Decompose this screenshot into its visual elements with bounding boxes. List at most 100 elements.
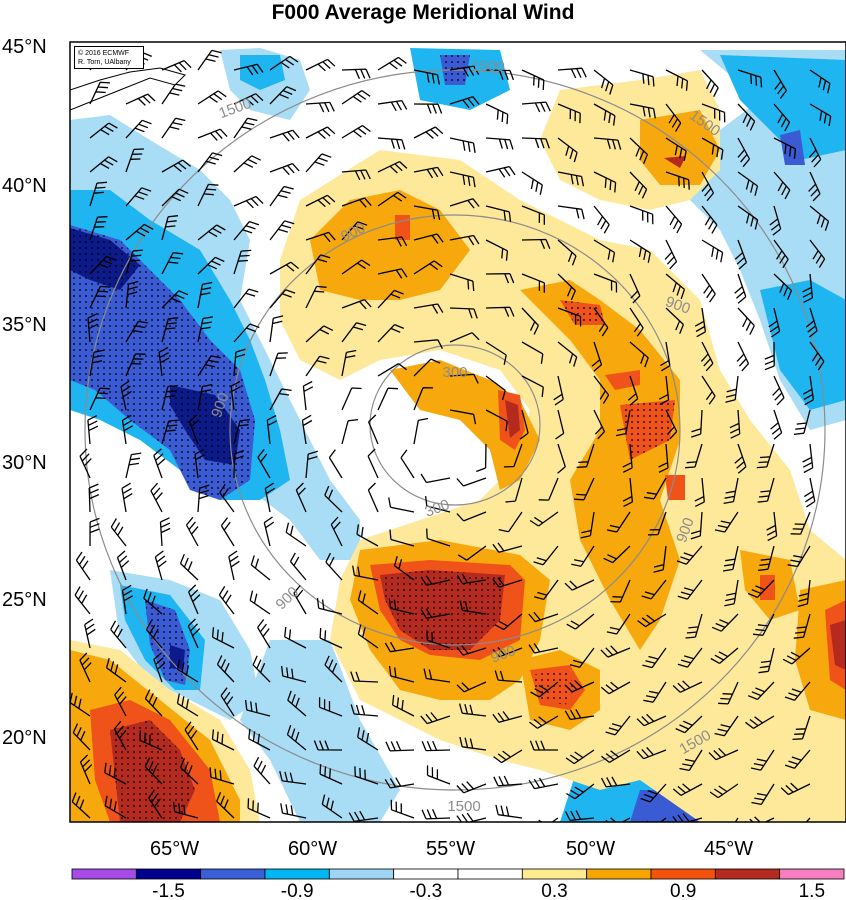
wind-barb bbox=[553, 375, 564, 406]
wind-barb bbox=[557, 443, 566, 474]
wind-barb bbox=[576, 443, 595, 469]
wind-barb bbox=[521, 375, 544, 398]
wind-barb bbox=[161, 317, 179, 343]
wind-barb bbox=[161, 188, 189, 207]
wind-barb bbox=[197, 90, 227, 105]
wind-barb bbox=[729, 409, 741, 439]
wind-barb bbox=[305, 194, 336, 208]
lon-label-55: 55°W bbox=[426, 838, 476, 860]
colorbar-label: 0.9 bbox=[670, 881, 696, 900]
wind-barb bbox=[736, 341, 750, 372]
wind-barb bbox=[388, 665, 415, 683]
wind-barb bbox=[593, 171, 617, 193]
wind-barb bbox=[324, 485, 343, 513]
wind-barb bbox=[745, 715, 775, 729]
wind-barb bbox=[150, 482, 163, 513]
wind-barb bbox=[809, 239, 826, 268]
wind-barb bbox=[665, 103, 682, 132]
wind-barb bbox=[637, 613, 667, 628]
wind-barb bbox=[770, 409, 783, 440]
wind-barb bbox=[280, 666, 307, 683]
wind-barb bbox=[603, 545, 631, 564]
lat-label-25: 25°N bbox=[2, 589, 47, 611]
wind-barb bbox=[89, 255, 116, 275]
wind-barb bbox=[89, 122, 118, 139]
wind-barb bbox=[89, 156, 118, 173]
wind-barb bbox=[377, 161, 408, 174]
wind-barb bbox=[233, 220, 260, 241]
wind-barb bbox=[367, 482, 379, 513]
wind-barb bbox=[758, 647, 775, 674]
wind-barb bbox=[357, 624, 379, 649]
map-title: F000 Average Meridional Wind bbox=[271, 1, 575, 24]
wind-barb bbox=[529, 511, 559, 527]
wind-barb bbox=[286, 724, 307, 751]
wind-barb bbox=[184, 721, 199, 751]
wind-barb bbox=[287, 690, 307, 717]
wind-barb bbox=[528, 643, 559, 654]
wind-barb bbox=[305, 325, 334, 343]
colorbar-swatch bbox=[586, 868, 652, 880]
wind-barb bbox=[233, 249, 252, 275]
wind-barb bbox=[615, 409, 631, 437]
author-line: R. Torn, UAlbany bbox=[78, 59, 131, 66]
wind-barb bbox=[179, 757, 199, 785]
wind-barb bbox=[569, 647, 595, 668]
wind-barb bbox=[622, 477, 634, 507]
wind-barb bbox=[209, 767, 235, 785]
wind-barb bbox=[194, 448, 205, 479]
wind-barb bbox=[257, 448, 271, 479]
lat-label-35: 35°N bbox=[2, 314, 47, 336]
wind-barb bbox=[421, 740, 451, 752]
wind-barb bbox=[521, 101, 551, 113]
wind-barb bbox=[694, 477, 705, 507]
wind-barb bbox=[685, 443, 703, 469]
copyright-box: © 2016 ECMWF R. Torn, UAlbany bbox=[74, 46, 144, 69]
wind-barb bbox=[197, 383, 213, 411]
wind-barb bbox=[269, 388, 292, 411]
wind-barb bbox=[756, 443, 775, 469]
wind-barb bbox=[622, 443, 633, 473]
wind-barb bbox=[456, 812, 487, 822]
wind-barb bbox=[758, 545, 775, 572]
wind-barb bbox=[700, 341, 714, 372]
wind-barb bbox=[790, 511, 811, 535]
wind-barb bbox=[493, 775, 523, 787]
wind-barb bbox=[70, 692, 91, 717]
wind-barb bbox=[352, 565, 379, 581]
wind-barb bbox=[676, 545, 703, 565]
wind-barb bbox=[144, 689, 163, 717]
colorbar-swatch bbox=[264, 868, 330, 880]
wind-barb bbox=[694, 307, 707, 338]
wind-barb bbox=[413, 303, 444, 314]
wind-barb bbox=[802, 273, 814, 303]
wind-barb bbox=[269, 352, 288, 377]
wind-barb bbox=[423, 668, 451, 683]
wind-barb bbox=[557, 67, 587, 79]
wind-barb bbox=[420, 575, 451, 586]
wind-barb bbox=[269, 289, 296, 309]
wind-barb bbox=[593, 137, 622, 150]
contour-label: 1500 bbox=[447, 798, 480, 815]
wind-barb bbox=[74, 586, 91, 615]
wind-barb bbox=[341, 169, 371, 181]
wind-barb bbox=[266, 414, 278, 445]
wind-barb bbox=[139, 730, 163, 751]
wind-barb bbox=[319, 628, 343, 649]
wind-barb bbox=[354, 766, 379, 785]
wind-barb bbox=[641, 579, 667, 600]
wind-barb bbox=[449, 373, 479, 384]
wind-barb bbox=[89, 285, 111, 309]
wind-barb bbox=[456, 781, 487, 794]
wind-barb bbox=[714, 511, 739, 533]
wind-barb bbox=[534, 579, 559, 601]
wind-barb bbox=[220, 687, 235, 717]
wind-barb bbox=[600, 681, 631, 695]
wind-barb bbox=[492, 711, 523, 723]
lat-label-45: 45°N bbox=[2, 36, 47, 58]
wind-barb bbox=[420, 608, 451, 619]
wind-barb bbox=[197, 355, 222, 377]
wind-barb bbox=[793, 409, 811, 436]
wind-barb bbox=[220, 517, 235, 547]
